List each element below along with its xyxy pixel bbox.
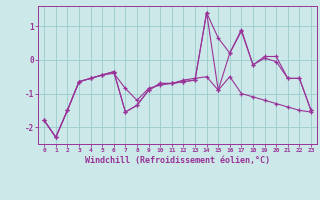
X-axis label: Windchill (Refroidissement éolien,°C): Windchill (Refroidissement éolien,°C) bbox=[85, 156, 270, 165]
